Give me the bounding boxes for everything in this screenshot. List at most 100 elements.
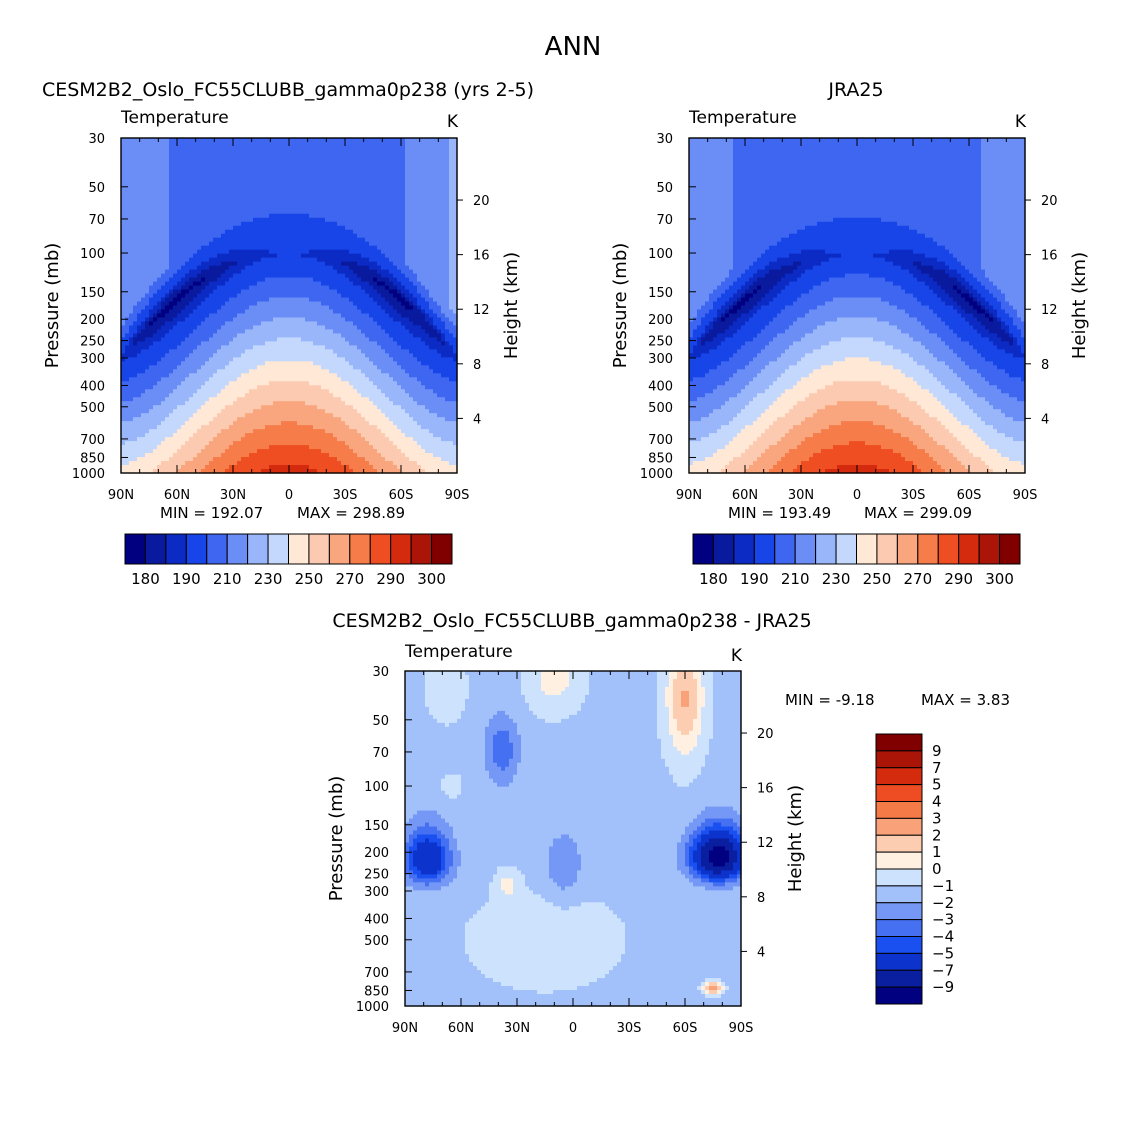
model-cell [149, 141, 154, 147]
model-cell [333, 373, 338, 378]
model-cell [353, 397, 358, 402]
model-cell [329, 153, 334, 159]
model-cell [301, 241, 306, 247]
model-cell [249, 461, 254, 466]
model-cell [121, 373, 126, 378]
model-cell [133, 369, 138, 374]
model-cell [333, 273, 338, 279]
model-cell [325, 453, 330, 458]
model-cell [129, 317, 134, 323]
model-cell [133, 349, 138, 354]
model-cell [329, 269, 334, 275]
model-cell [309, 465, 314, 470]
model-cell [137, 321, 142, 327]
model-cell [353, 437, 358, 442]
model-cell [185, 285, 190, 291]
model-cell [233, 189, 238, 195]
model-cell [277, 469, 282, 474]
model-cell [261, 453, 266, 458]
model-cell [197, 177, 202, 183]
model-cell [221, 437, 226, 442]
model-cell [241, 157, 246, 163]
model-cell [237, 393, 242, 398]
model-cell [289, 157, 294, 163]
model-cell [313, 457, 318, 462]
model-cell [193, 161, 198, 167]
model-cell [145, 285, 150, 291]
model-cell [301, 425, 306, 430]
model-cell [313, 417, 318, 422]
model-cell [317, 317, 322, 323]
model-cell [173, 349, 178, 354]
model-cell [213, 313, 218, 319]
model-cell [289, 317, 294, 323]
model-cell [217, 273, 222, 279]
model-cell [125, 465, 130, 470]
model-cell [225, 453, 230, 458]
model-cell [313, 237, 318, 243]
model-cell [161, 433, 166, 438]
model-cell [197, 165, 202, 171]
model-cell [237, 417, 242, 422]
model-cell [321, 413, 326, 418]
model-cell [209, 361, 214, 366]
model-cell [341, 421, 346, 426]
model-cell [201, 457, 206, 462]
model-cell [333, 409, 338, 414]
model-cell [145, 245, 150, 251]
model-cell [181, 333, 186, 339]
model-cell [201, 173, 206, 179]
model-cell [157, 297, 162, 303]
model-cell [181, 309, 186, 315]
model-cell [305, 445, 310, 450]
model-cell [157, 385, 162, 390]
model-cell [193, 269, 198, 275]
model-cell [349, 173, 354, 179]
model-cell [345, 229, 350, 235]
model-cell [269, 161, 274, 167]
model-cell [121, 441, 126, 446]
model-cell [137, 141, 142, 147]
model-cell [137, 229, 142, 235]
model-cell [197, 277, 202, 283]
model-cell [161, 205, 166, 211]
model-cell [197, 425, 202, 430]
model-cell [237, 285, 242, 291]
model-cell [269, 461, 274, 466]
model-cell [233, 405, 238, 410]
model-cell [185, 465, 190, 470]
model-cell [305, 173, 310, 179]
model-cell [341, 289, 346, 295]
model-cell [197, 369, 202, 374]
model-cell [281, 341, 286, 346]
model-cell [129, 373, 134, 378]
model-cell [125, 145, 130, 151]
model-cell [333, 377, 338, 382]
model-cell [325, 165, 330, 171]
model-cell [185, 161, 190, 167]
model-cell [149, 425, 154, 430]
model-cell [193, 357, 198, 362]
model-cell [173, 325, 178, 331]
model-cell [189, 309, 194, 315]
model-cell [225, 293, 230, 299]
model-cell [157, 313, 162, 319]
model-cell [233, 181, 238, 187]
model-cell [241, 321, 246, 327]
model-cell [181, 229, 186, 235]
model-cell [265, 173, 270, 179]
model-cell [309, 181, 314, 187]
model-cell [341, 457, 346, 462]
model-cell [261, 221, 266, 227]
model-cell [225, 281, 230, 287]
model-cell [205, 165, 210, 171]
model-cell [285, 393, 290, 398]
model-cell [161, 181, 166, 187]
model-cell [121, 321, 126, 327]
model-cell [329, 161, 334, 167]
model-cell [261, 217, 266, 223]
model-cell [173, 257, 178, 263]
model-cell [201, 421, 206, 426]
model-cell [289, 277, 294, 283]
model-cell [141, 357, 146, 362]
